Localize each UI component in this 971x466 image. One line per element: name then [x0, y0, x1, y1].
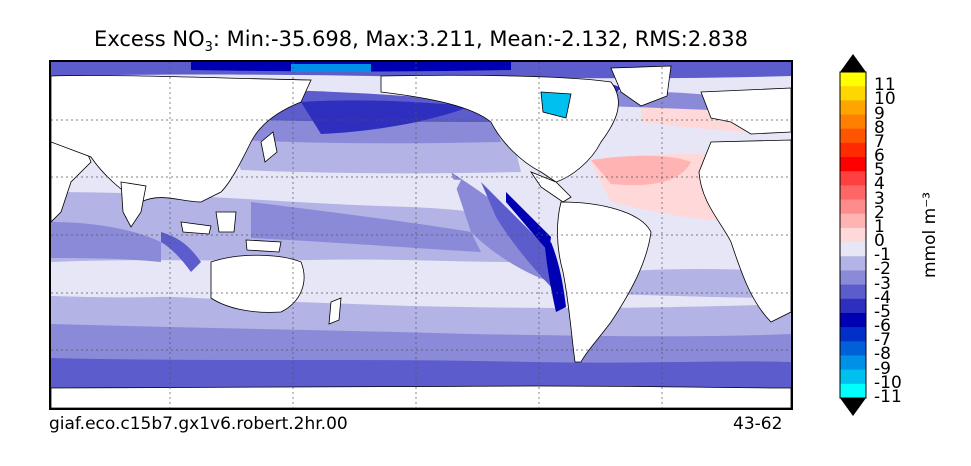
colorbar-segment	[840, 383, 866, 399]
colorbar-tick-label: 0	[874, 231, 885, 252]
colorbar-extend-min	[840, 398, 866, 416]
colorbar-frame	[839, 71, 867, 399]
colorbar-tick-label: -8	[874, 344, 891, 365]
colorbar-tick-label: 8	[874, 117, 885, 138]
colorbar-tick-label: -7	[874, 330, 891, 351]
contour-band-minus6-peru	[545, 242, 566, 312]
colorbar-extend-max	[840, 54, 866, 72]
colorbar-tick-label: -11	[874, 387, 902, 407]
gridlines	[51, 62, 791, 408]
colorbar-segment	[840, 100, 866, 116]
colorbar-tick-label: -6	[874, 316, 891, 337]
land-newzealand	[328, 297, 342, 325]
colorbar-segment	[840, 298, 866, 314]
colorbar-tick-label: -1	[874, 245, 891, 266]
colorbar-segment	[840, 72, 866, 87]
map-plot	[49, 60, 793, 410]
land-newguinea	[245, 239, 282, 253]
contour-band-minus1-northpacific	[251, 172, 461, 200]
colorbar-tick-label: 5	[874, 160, 885, 181]
case-name-label: giaf.eco.c15b7.gx1v6.robert.2hr.00	[49, 414, 348, 434]
land-central-america	[529, 171, 572, 203]
land-indonesia-1	[180, 221, 212, 235]
colorbar-segment	[840, 242, 866, 257]
colorbar-tick-label: 9	[874, 103, 885, 124]
land-greenland	[610, 65, 672, 107]
colorbar-segment	[840, 157, 866, 172]
colorbar-segment	[840, 171, 866, 186]
land-masses	[51, 65, 791, 408]
colorbar-segment	[840, 213, 866, 229]
colorbar-segment	[840, 185, 866, 201]
contour-band-minus6-northpacific	[301, 100, 471, 134]
colorbar-segment	[840, 270, 866, 286]
colorbar-tick-label: 4	[874, 174, 885, 195]
contour-band-minus6-eastpacific	[506, 192, 551, 252]
land-japan	[260, 131, 278, 163]
colorbar-tick-label: 10	[874, 89, 896, 110]
colorbar	[839, 54, 867, 416]
colorbar-segment	[840, 142, 866, 158]
colorbar-tick-label: 3	[874, 188, 885, 209]
plot-title: Excess NO3: Min:-35.698, Max:3.211, Mean…	[94, 27, 748, 56]
colorbar-tick-label: 1	[874, 216, 885, 237]
colorbar-tick-label: -3	[874, 273, 891, 294]
colorbar-tick-label: -2	[874, 259, 891, 280]
contour-band-minus1-south-pacific	[311, 282, 551, 300]
colorbar-segment	[840, 355, 866, 371]
colorbar-tick-label: 6	[874, 146, 885, 167]
colorbar-tick-label: 11	[874, 75, 896, 96]
contour-band-1to2-atlantic	[591, 155, 691, 186]
colorbar-segment	[840, 227, 866, 243]
colorbar-segment	[840, 114, 866, 130]
land-indonesia-2	[215, 211, 237, 233]
land-africa-west	[698, 139, 791, 323]
colorbar-segment	[840, 369, 866, 385]
contour-band-arctic-cyan	[291, 64, 371, 72]
colorbar-segment	[840, 256, 866, 271]
land-australia	[210, 254, 305, 313]
hudson-bay	[540, 91, 572, 119]
colorbar-unit-label: mmol m⁻³	[920, 192, 940, 278]
colorbar-tick-label: -4	[874, 287, 891, 308]
contour-band-minus1-indian	[51, 275, 231, 298]
land-europe	[700, 87, 791, 135]
colorbar-tick-label: 2	[874, 202, 885, 223]
colorbar-segment	[840, 341, 866, 356]
contour-band-minus3-indian	[51, 222, 161, 262]
land-antarctica	[51, 385, 791, 408]
years-label: 43-62	[733, 414, 783, 434]
colorbar-segment	[840, 312, 866, 328]
colorbar-segment	[840, 199, 866, 215]
excess-no3-map	[51, 62, 791, 408]
contour-band-minus4-eastpacific	[481, 182, 556, 292]
colorbar-segment	[840, 327, 866, 342]
contour-band-minus4-indonesia	[161, 232, 201, 272]
land-india	[120, 181, 147, 228]
colorbar-segment	[840, 86, 866, 101]
colorbar-tick-label: -10	[874, 372, 902, 393]
colorbar-tick-label: 7	[874, 131, 885, 152]
colorbar-segment	[840, 284, 866, 300]
colorbar-tick-label: -9	[874, 358, 891, 379]
land-south-america	[557, 201, 652, 363]
contour-band-minus3-tropical	[251, 202, 481, 252]
colorbar-segment	[840, 128, 866, 144]
colorbar-tick-label: -5	[874, 301, 891, 322]
